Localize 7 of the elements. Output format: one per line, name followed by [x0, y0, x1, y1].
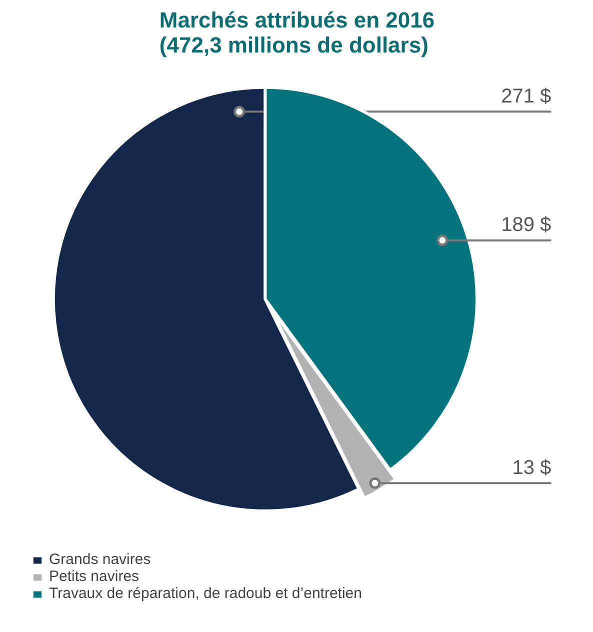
legend-label: Grands navires: [49, 551, 151, 568]
data-label: 13 $: [512, 456, 552, 479]
data-label: 189 $: [501, 214, 552, 236]
chart-title: Marchés attribués en 2016 (472,3 millions de dollars): [159, 8, 435, 58]
data-label: 271 $: [501, 85, 552, 108]
legend-label: Petits navires: [49, 568, 140, 585]
legend-label: Travaux de réparation, de radoub et d’entretien: [49, 585, 362, 602]
